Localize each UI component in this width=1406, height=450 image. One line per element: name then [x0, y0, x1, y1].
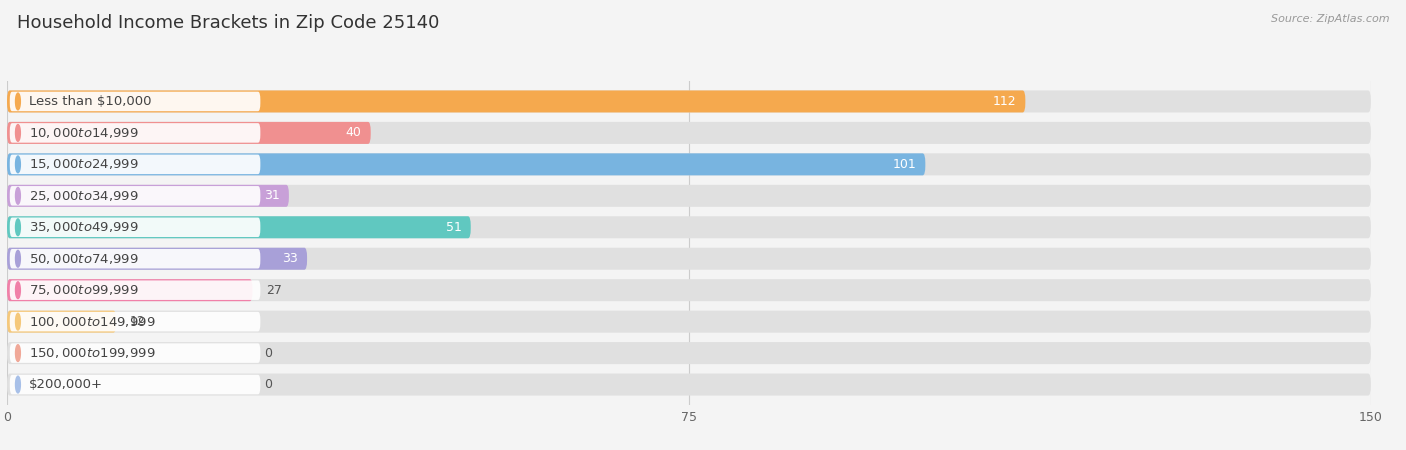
Circle shape	[15, 156, 20, 173]
Text: $200,000+: $200,000+	[30, 378, 103, 391]
FancyBboxPatch shape	[10, 312, 260, 331]
FancyBboxPatch shape	[7, 90, 1025, 112]
Text: $15,000 to $24,999: $15,000 to $24,999	[30, 158, 139, 171]
Circle shape	[15, 313, 20, 330]
FancyBboxPatch shape	[7, 310, 117, 333]
Text: $150,000 to $199,999: $150,000 to $199,999	[30, 346, 156, 360]
Text: $75,000 to $99,999: $75,000 to $99,999	[30, 283, 139, 297]
FancyBboxPatch shape	[10, 155, 260, 174]
FancyBboxPatch shape	[7, 374, 1371, 396]
Text: 101: 101	[893, 158, 917, 171]
Text: $25,000 to $34,999: $25,000 to $34,999	[30, 189, 139, 203]
Text: 0: 0	[264, 346, 271, 360]
Circle shape	[15, 376, 20, 393]
Text: Household Income Brackets in Zip Code 25140: Household Income Brackets in Zip Code 25…	[17, 14, 439, 32]
FancyBboxPatch shape	[7, 216, 1371, 238]
Text: 51: 51	[446, 221, 461, 234]
Text: 112: 112	[993, 95, 1017, 108]
FancyBboxPatch shape	[7, 216, 471, 238]
FancyBboxPatch shape	[10, 343, 260, 363]
FancyBboxPatch shape	[10, 280, 260, 300]
Circle shape	[15, 345, 20, 361]
FancyBboxPatch shape	[10, 123, 260, 143]
FancyBboxPatch shape	[7, 279, 253, 301]
Text: $35,000 to $49,999: $35,000 to $49,999	[30, 220, 139, 234]
Text: $10,000 to $14,999: $10,000 to $14,999	[30, 126, 139, 140]
Circle shape	[15, 93, 20, 110]
FancyBboxPatch shape	[7, 90, 1371, 112]
FancyBboxPatch shape	[10, 217, 260, 237]
Circle shape	[15, 125, 20, 141]
FancyBboxPatch shape	[7, 248, 1371, 270]
FancyBboxPatch shape	[7, 342, 1371, 364]
Text: 31: 31	[264, 189, 280, 202]
FancyBboxPatch shape	[7, 279, 1371, 301]
FancyBboxPatch shape	[7, 122, 371, 144]
Text: 40: 40	[346, 126, 361, 140]
FancyBboxPatch shape	[7, 185, 288, 207]
Text: 27: 27	[266, 284, 283, 297]
FancyBboxPatch shape	[10, 375, 260, 394]
Text: $100,000 to $149,999: $100,000 to $149,999	[30, 315, 156, 328]
Text: Less than $10,000: Less than $10,000	[30, 95, 152, 108]
Text: 0: 0	[264, 378, 271, 391]
FancyBboxPatch shape	[10, 186, 260, 206]
FancyBboxPatch shape	[7, 310, 1371, 333]
Text: 12: 12	[129, 315, 146, 328]
Circle shape	[15, 282, 20, 298]
Circle shape	[15, 219, 20, 236]
FancyBboxPatch shape	[7, 153, 1371, 176]
FancyBboxPatch shape	[10, 92, 260, 111]
Text: Source: ZipAtlas.com: Source: ZipAtlas.com	[1271, 14, 1389, 23]
FancyBboxPatch shape	[7, 153, 925, 176]
Circle shape	[15, 250, 20, 267]
Circle shape	[15, 188, 20, 204]
Text: 33: 33	[283, 252, 298, 265]
FancyBboxPatch shape	[7, 248, 307, 270]
Text: $50,000 to $74,999: $50,000 to $74,999	[30, 252, 139, 266]
FancyBboxPatch shape	[7, 185, 1371, 207]
FancyBboxPatch shape	[7, 122, 1371, 144]
FancyBboxPatch shape	[10, 249, 260, 269]
